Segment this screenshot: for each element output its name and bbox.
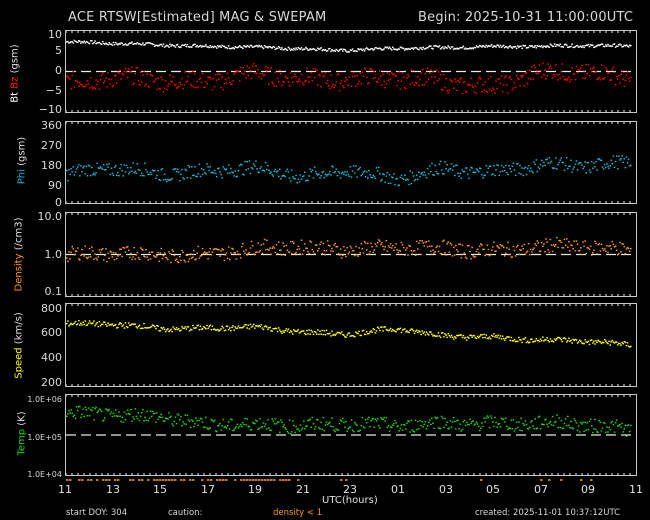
start-doy: start DOY: 304: [66, 508, 128, 518]
x-tick: 11: [58, 483, 72, 496]
x-tick: 19: [248, 483, 262, 496]
density-tick: 0.1: [44, 285, 63, 298]
x-tick: 23: [343, 483, 357, 496]
x-tick: 07: [534, 483, 548, 496]
x-tick: 17: [201, 483, 215, 496]
x-tick: 15: [153, 483, 167, 496]
panel-phi: [65, 121, 637, 204]
x-tick: 03: [439, 483, 453, 496]
caution-note: density < 1: [273, 508, 323, 518]
speed-tick: 400: [41, 351, 62, 364]
x-tick: 09: [581, 483, 595, 496]
x-tick: 11: [629, 483, 643, 496]
x-tick: 01: [391, 483, 405, 496]
x-tick: 21: [296, 483, 310, 496]
mag-tick: −5: [45, 84, 62, 97]
density-tick: 10.0: [37, 210, 63, 223]
mag-tick: 10: [48, 28, 62, 41]
phi-tick: 180: [41, 159, 62, 172]
speed-tick: 600: [41, 326, 62, 339]
speed-tick: 200: [41, 376, 62, 389]
phi-tick: 90: [48, 179, 62, 192]
temp-tick: 1.0E+06: [27, 395, 62, 404]
chart-title: ACE RTSW[Estimated] MAG & SWEPAM: [68, 10, 327, 25]
x-axis-label: UTC(hours): [322, 495, 378, 506]
created-timestamp: created: 2025-11-01 10:37:12UTC: [475, 508, 621, 518]
x-tick: 13: [106, 483, 120, 496]
speed-tick: 800: [41, 302, 62, 315]
mag-tick: 0: [55, 64, 62, 77]
phi-tick: 360: [41, 119, 62, 132]
begin-timestamp: Begin: 2025-10-31 11:00:00UTC: [418, 10, 634, 25]
density-tick: 1.0: [44, 248, 63, 261]
panel-speed: [65, 303, 637, 387]
caution-label: caution:: [168, 508, 203, 518]
x-tick: 05: [486, 483, 500, 496]
mag-tick: −10: [38, 103, 62, 116]
temp-tick: 1.0E+05: [27, 433, 62, 442]
mag-tick: 5: [55, 44, 62, 57]
phi-tick: 270: [41, 139, 62, 152]
panel-density: [65, 212, 637, 297]
phi-tick: 0: [55, 196, 62, 209]
temp-tick: 1.0E+04: [27, 470, 62, 479]
panel-mag: [65, 30, 637, 113]
panel-temp: [65, 394, 637, 476]
